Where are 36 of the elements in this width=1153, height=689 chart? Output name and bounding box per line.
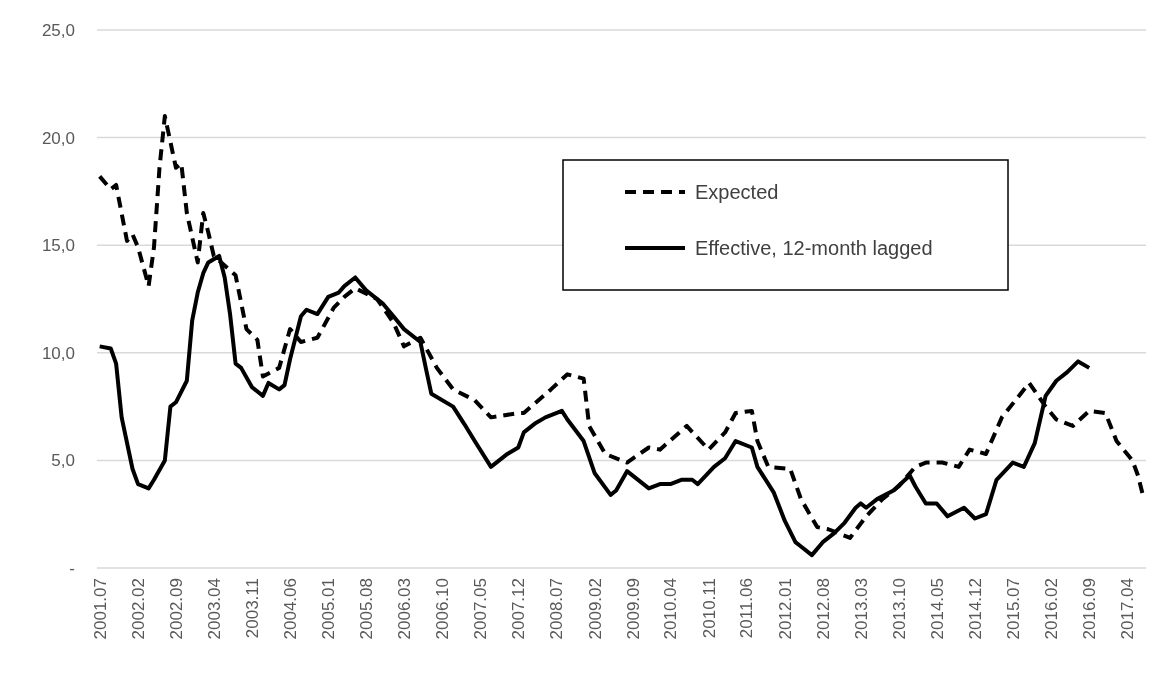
- x-tick-label: 2011.06: [737, 578, 757, 639]
- x-tick-label: 2012.08: [813, 578, 833, 640]
- y-tick-label: 5,0: [51, 451, 75, 471]
- y-tick-label: -: [69, 558, 75, 578]
- x-tick-label: 2014.05: [927, 578, 947, 640]
- x-tick-label: 2001.07: [90, 578, 110, 640]
- x-tick-label: 2016.09: [1080, 578, 1100, 640]
- x-tick-label: 2004.06: [281, 578, 300, 640]
- x-tick-label: 2010.11: [699, 578, 719, 639]
- x-tick-label: 2009.02: [585, 578, 605, 640]
- x-tick-label: 2014.12: [965, 578, 985, 640]
- x-tick-label: 2012.01: [775, 578, 795, 640]
- x-tick-label: 2006.10: [433, 578, 453, 640]
- x-tick-label: 2003.11: [242, 578, 262, 639]
- y-tick-label: 15,0: [41, 236, 75, 256]
- x-tick-label: 2002.09: [166, 578, 186, 640]
- y-tick-label: 10,0: [41, 343, 75, 363]
- x-tick-label: 2016.02: [1042, 578, 1062, 640]
- x-tick-label: 2017.04: [1118, 578, 1138, 640]
- x-tick-label: 2006.03: [394, 578, 414, 640]
- x-tick-label: 2013.03: [851, 578, 871, 640]
- legend-label: Expected: [695, 181, 779, 203]
- legend-label: Effective, 12-month lagged: [695, 237, 933, 259]
- x-tick-label: 2003.04: [204, 578, 224, 640]
- x-tick-label: 2010.04: [661, 578, 681, 640]
- x-tick-label: 2013.10: [889, 578, 909, 640]
- x-tick-label: 2008.07: [547, 578, 567, 640]
- x-tick-label: 2002.02: [129, 578, 149, 640]
- y-tick-label: 20,0: [41, 128, 75, 148]
- x-tick-label: 2005.01: [319, 578, 339, 640]
- y-tick-label: 25,0: [41, 20, 75, 40]
- x-tick-label: 2007.12: [509, 578, 529, 640]
- x-tick-label: 2015.07: [1003, 578, 1023, 640]
- x-tick-label: 2005.08: [357, 578, 377, 640]
- x-tick-label: 2007.05: [471, 578, 491, 640]
- x-tick-label: 2009.09: [623, 578, 643, 640]
